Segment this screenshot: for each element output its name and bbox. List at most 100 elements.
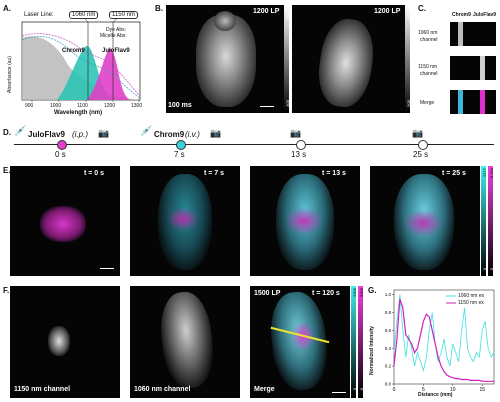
panel-e-colorbar-magenta xyxy=(488,166,493,276)
panel-e-cbar-a-top: 2177 xyxy=(482,168,487,177)
panel-b-image-1 xyxy=(166,5,284,113)
legend-micelle: Micelle Abs: xyxy=(100,33,127,39)
panel-c-cell-1 xyxy=(450,22,496,46)
panel-b-colorbar-1 xyxy=(284,5,289,113)
panel-e-image-25 xyxy=(370,166,480,276)
timepoint-marker-13 xyxy=(296,140,306,150)
panel-f-cbar-b-bot: 0 xyxy=(359,388,364,391)
x-tick-1000: 1000 xyxy=(50,103,62,109)
timepoint-marker-0 xyxy=(57,140,67,150)
panel-e-scalebar xyxy=(100,268,114,269)
x-tick-1100: 1100 xyxy=(77,103,88,109)
panel-e-t7: t = 7 s xyxy=(204,170,225,177)
timepoint-marker-25 xyxy=(418,140,428,150)
panel-b-colorbar-2 xyxy=(405,5,410,113)
panel-e-t25: t = 25 s xyxy=(442,170,466,177)
panel-f-ch1060: 1060 nm channel xyxy=(134,386,191,393)
panel-f-lp: 1500 LP xyxy=(254,290,281,297)
panel-b-cbar2-top: 4000 xyxy=(406,10,411,19)
absorbance-xlabel: Wavelength (nm) xyxy=(54,110,103,116)
x-tick-900: 900 xyxy=(25,103,34,109)
panel-e-image-0 xyxy=(10,166,120,276)
panel-e-image-7 xyxy=(130,166,240,276)
panel-g-label: G. xyxy=(368,286,377,295)
panel-c-row3: Merge xyxy=(420,100,435,106)
x-tick-label-2: 10 xyxy=(450,387,456,393)
panel-c-cell-3 xyxy=(450,90,496,114)
y-tick-label-3: 0.6 xyxy=(385,328,392,333)
panel-e-cbar-a-bot: 0 xyxy=(482,268,487,271)
laser-1060-box: 1060 nm xyxy=(69,11,99,19)
absorbance-chart xyxy=(21,18,141,102)
inj2-name: Chrom9 xyxy=(154,130,185,139)
panel-f-ch1150: 1150 nm channel xyxy=(14,386,71,393)
panel-c-col-juloflav9: JuloFlav9 xyxy=(473,12,497,18)
panel-c-cell-2 xyxy=(450,56,496,80)
chart-frame xyxy=(393,289,495,385)
dye-chrom9-label: Chrom9 xyxy=(62,48,85,54)
panel-f-merge: Merge xyxy=(254,386,275,393)
inj1-name: JuloFlav9 xyxy=(28,130,65,139)
panel-d-label: D. xyxy=(3,128,11,137)
panel-f-time: t = 120 s xyxy=(312,290,340,297)
intensity-xlabel: Distance (mm) xyxy=(418,392,453,398)
x-tick-1200: 1200 xyxy=(104,103,116,109)
y-tick-label-0: 0.0 xyxy=(385,382,392,387)
dye-juloflav9-label: JuloFlav9 xyxy=(102,48,130,54)
panel-b-cbar1-top: 6000 xyxy=(285,10,290,19)
time-0: 0 s xyxy=(55,150,66,159)
panel-b-label: B. xyxy=(155,4,163,13)
y-tick-label-2: 0.4 xyxy=(385,346,392,351)
y-tick-label-1: 0.2 xyxy=(385,364,392,369)
panel-e-cbar-b-top: 6.294 xyxy=(489,168,494,179)
y-tick-label-5: 1.0 xyxy=(385,292,392,297)
camera-icon-1: 📷 xyxy=(98,128,110,138)
laser-line-label: Laser Line: xyxy=(24,12,54,18)
panel-b-cbar2-bot: 500 xyxy=(406,100,411,107)
panel-e-label: E. xyxy=(3,166,11,175)
x-tick-label-0: 0 xyxy=(393,387,396,393)
panel-b-tag-1: 1200 LP xyxy=(253,8,280,15)
y-tick-label-4: 0.8 xyxy=(385,310,392,315)
legend-dye: Dye Abs: xyxy=(106,27,127,33)
panel-c-label: C. xyxy=(418,4,426,13)
panel-c-row1-b: channel xyxy=(420,37,438,43)
time-7: 7 s xyxy=(174,150,185,159)
time-13: 13 s xyxy=(291,150,307,159)
panel-b-tag-2: 1200 LP xyxy=(374,8,401,15)
panel-c-row2-a: 1150 nm xyxy=(418,64,438,70)
x-tick-label-1: 5 xyxy=(422,387,425,393)
panel-f-image-merge xyxy=(250,286,350,398)
legend-1150: 1150 nm ex xyxy=(458,300,484,306)
time-25: 25 s xyxy=(413,150,429,159)
panel-f-cbar-a-top: 2300 xyxy=(352,288,357,297)
panel-f-cbar-a-bot: 0 xyxy=(352,388,357,391)
panel-f-cbar-b-top: 6000 xyxy=(359,288,364,297)
panel-e-image-13 xyxy=(250,166,360,276)
intensity-ylabel: Normalized Intensity xyxy=(369,326,375,375)
inj1-route: (i.p.) xyxy=(72,130,88,139)
camera-icon-4: 📷 xyxy=(412,128,424,138)
panel-f-image-1060 xyxy=(130,286,240,398)
intensity-chart: 0 5 10 15 0.0 0.2 0.4 0.6 0.8 1.0 xyxy=(385,289,495,393)
panel-e-t0: t = 0 s xyxy=(84,170,105,177)
panel-e-colorbar-cyan xyxy=(481,166,486,276)
panel-c-row1-a: 1060 nm xyxy=(418,30,438,36)
panel-b-scalebar xyxy=(260,106,274,107)
laser-1150-box: 1150 nm xyxy=(109,11,138,19)
panel-e-cbar-b-bot: 0 xyxy=(489,268,494,271)
panel-f-image-1150 xyxy=(10,286,120,398)
timeline-line xyxy=(14,144,494,145)
series-line-0 xyxy=(393,294,495,373)
syringe-icon-2: 💉 xyxy=(140,126,153,137)
panel-c-row2-b: channel xyxy=(420,71,438,77)
series-line-1 xyxy=(393,298,494,382)
panel-e-t13: t = 13 s xyxy=(322,170,346,177)
camera-icon-2: 📷 xyxy=(210,128,222,138)
x-tick-1300: 1300 xyxy=(131,103,143,109)
panel-b-cbar1-bot: 300 xyxy=(285,100,290,107)
inj2-route: (i.v.) xyxy=(185,130,200,139)
panel-f-colorbar-magenta xyxy=(358,286,363,398)
panel-b-image-2 xyxy=(292,5,405,113)
panel-f-label: F. xyxy=(3,286,10,295)
